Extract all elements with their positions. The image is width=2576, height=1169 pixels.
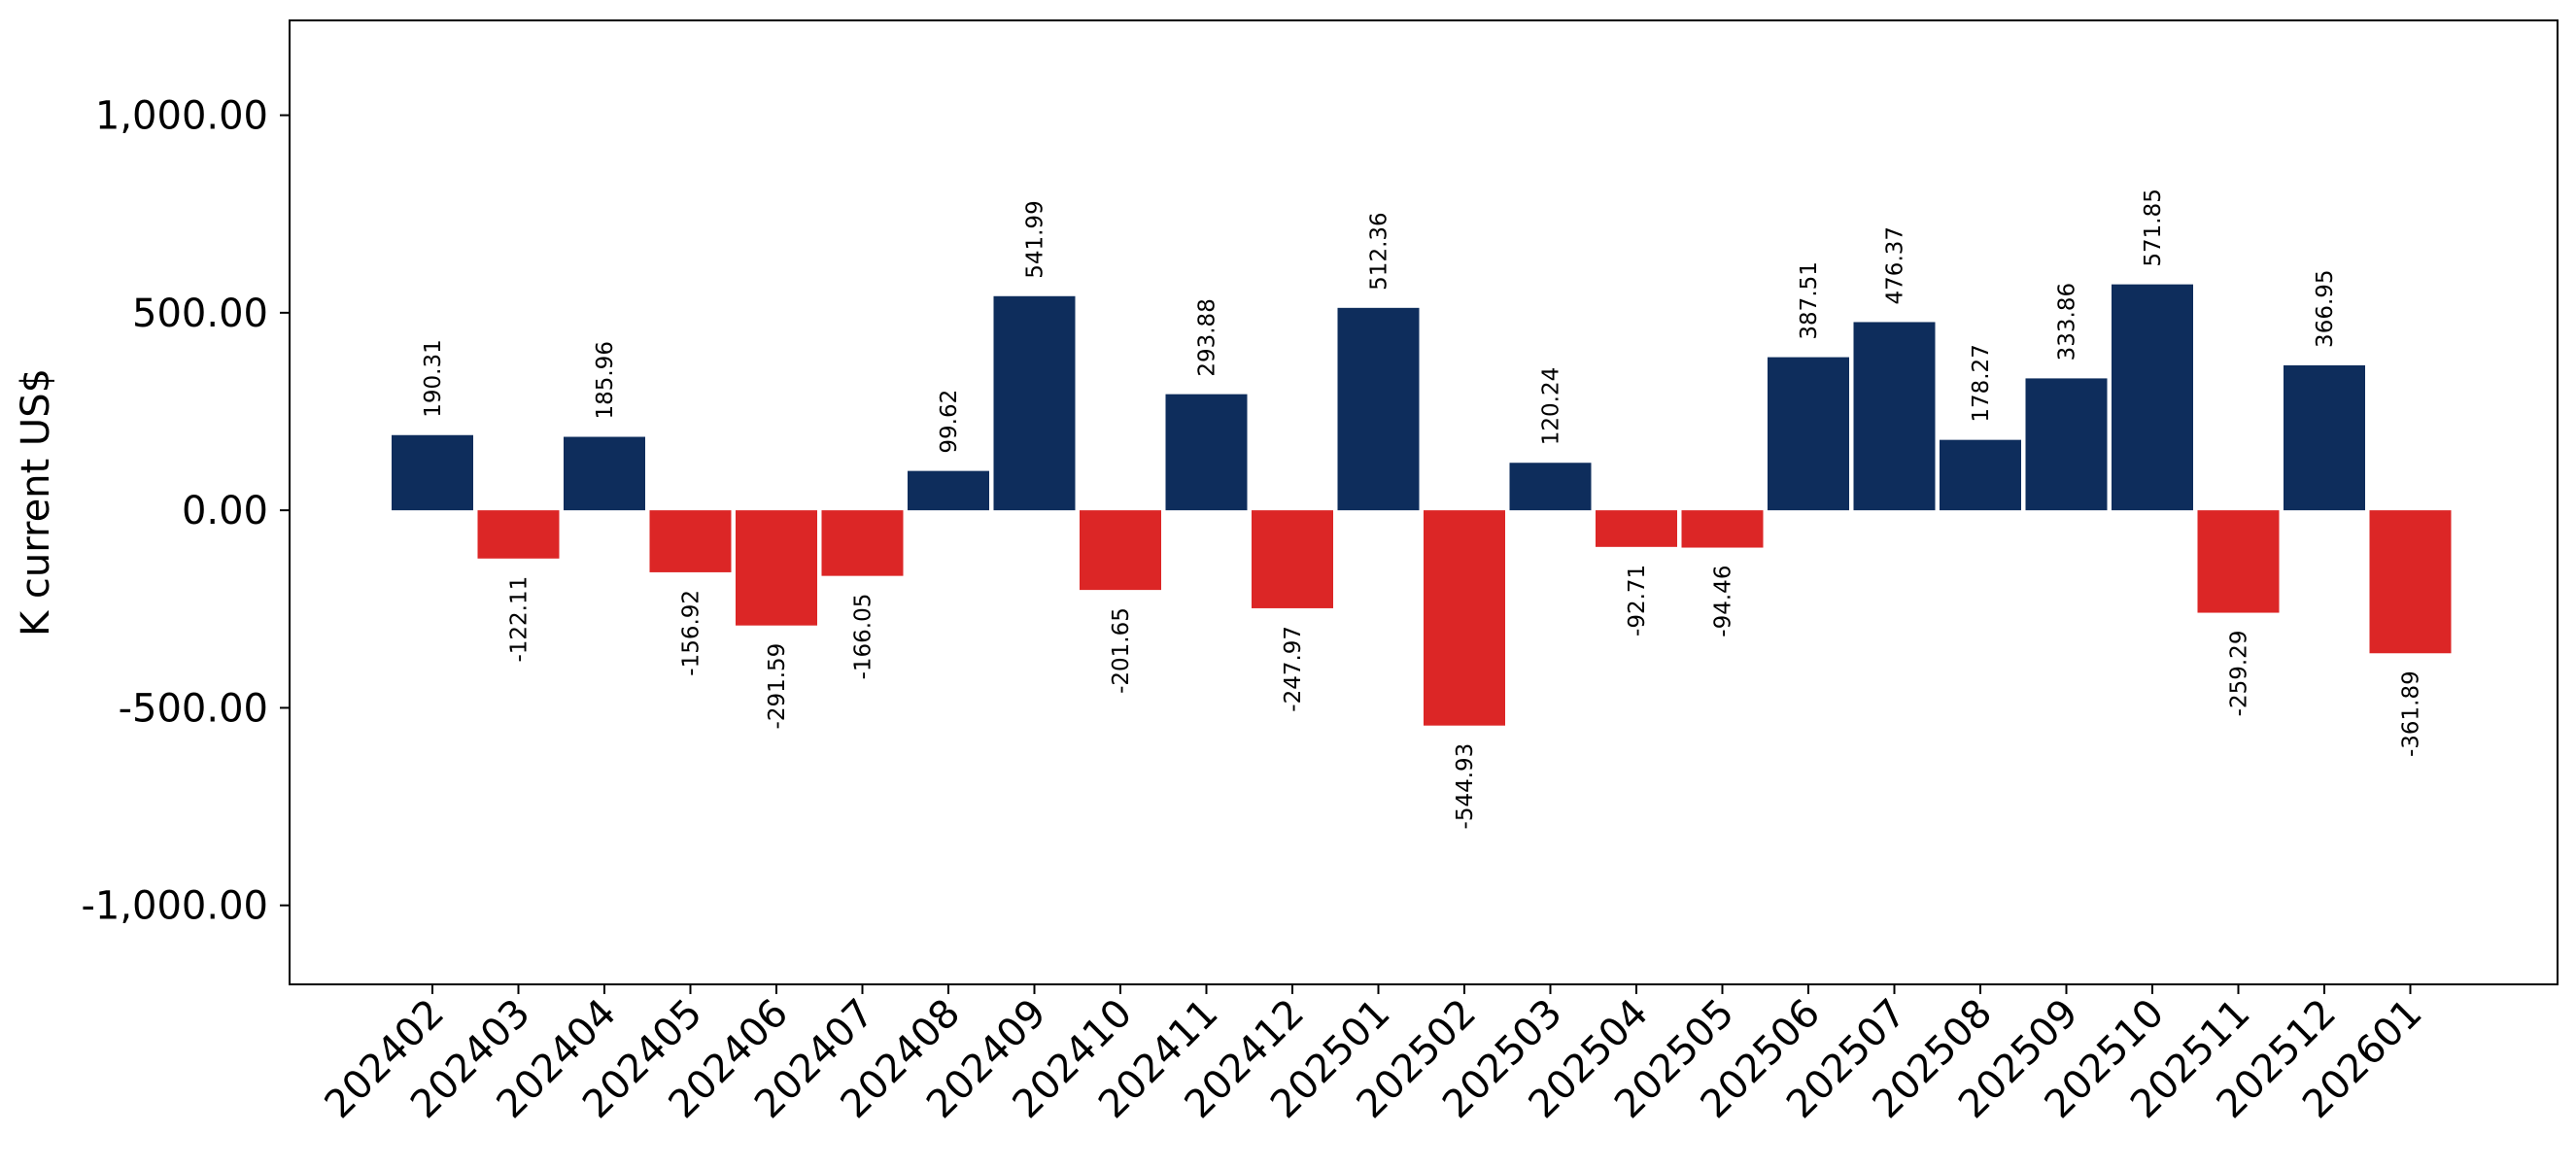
value-label-202501: 512.36: [1367, 212, 1392, 290]
value-label-202411: 293.88: [1195, 298, 1220, 376]
bar-202409: [993, 295, 1076, 511]
bar-202406: [736, 510, 817, 626]
value-label-202502: -544.93: [1453, 743, 1478, 830]
bar-202407: [821, 510, 904, 576]
value-label-202402: 190.31: [421, 339, 446, 417]
bar-202403: [477, 510, 560, 559]
bar-202412: [1252, 510, 1333, 608]
y-tick-label: 500.00: [132, 292, 268, 336]
value-label-202503: 120.24: [1539, 367, 1564, 445]
bar-202505: [1681, 510, 1764, 548]
bar-202511: [2197, 510, 2280, 613]
value-label-202407: -166.05: [851, 594, 876, 680]
value-label-202406: -291.59: [765, 643, 790, 730]
bar-202402: [392, 434, 473, 511]
bar-202405: [649, 510, 732, 572]
value-label-202405: -156.92: [679, 590, 704, 676]
value-label-202410: -201.65: [1109, 607, 1134, 694]
value-label-202512: 366.95: [2313, 269, 2338, 347]
y-tick-label: -500.00: [119, 686, 268, 731]
x-axis: 2024022024032024042024052024062024072024…: [317, 984, 2431, 1127]
bar-202411: [1165, 394, 1248, 511]
bars-layer: [392, 284, 2452, 726]
value-label-202408: 99.62: [937, 390, 962, 454]
value-label-202403: -122.11: [507, 576, 532, 663]
value-label-202510: 571.85: [2141, 189, 2166, 266]
bar-202508: [1940, 439, 2021, 511]
value-label-202508: 178.27: [1969, 344, 1994, 422]
bar-202509: [2025, 378, 2108, 511]
value-labels-layer: 190.31 -122.11 185.96 -156.92 -291.59 -166.05…: [421, 189, 2424, 829]
value-label-202505: -94.46: [1711, 566, 1736, 637]
y-axis: -1,000.00 -500.00 0.00 500.00 1,000.00: [81, 94, 290, 929]
value-label-202404: 185.96: [593, 341, 618, 419]
plot-frame: [289, 19, 2559, 985]
bar-202408: [908, 470, 989, 511]
value-label-202412: -247.97: [1281, 626, 1306, 712]
bar-202601: [2369, 510, 2452, 654]
bar-202507: [1853, 322, 1936, 511]
bar-202501: [1337, 307, 1420, 511]
bar-202502: [1424, 510, 1505, 726]
bar-202503: [1509, 463, 1592, 511]
value-label-202507: 476.37: [1883, 226, 1908, 304]
bar-202512: [2284, 364, 2365, 511]
bar-202410: [1080, 510, 1161, 591]
value-label-202511: -259.29: [2227, 631, 2252, 717]
y-tick-label: 0.00: [182, 489, 268, 533]
y-tick-label: -1,000.00: [81, 884, 268, 929]
bar-202504: [1596, 510, 1677, 547]
value-label-202506: 387.51: [1797, 261, 1822, 339]
value-label-202509: 333.86: [2055, 283, 2080, 361]
value-label-202601: -361.89: [2399, 670, 2424, 757]
bar-202510: [2112, 284, 2193, 511]
value-label-202409: 541.99: [1023, 200, 1048, 278]
bar-202404: [564, 436, 645, 511]
bar-202506: [1768, 357, 1849, 511]
y-tick-label: 1,000.00: [95, 94, 268, 139]
y-axis-label: K current US$: [14, 368, 58, 636]
value-label-202504: -92.71: [1625, 565, 1650, 636]
